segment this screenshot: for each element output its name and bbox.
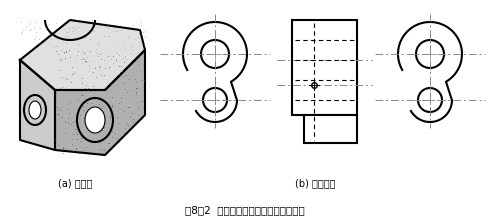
- Text: (a) 直观图: (a) 直观图: [58, 178, 92, 188]
- Polygon shape: [20, 20, 145, 90]
- Polygon shape: [55, 50, 145, 155]
- Ellipse shape: [29, 101, 41, 119]
- Bar: [292, 20, 357, 115]
- Circle shape: [418, 88, 442, 112]
- Text: (b) 基本视图: (b) 基本视图: [295, 178, 335, 188]
- Bar: [304, 115, 357, 143]
- Polygon shape: [183, 22, 247, 122]
- Circle shape: [203, 88, 227, 112]
- Polygon shape: [398, 22, 462, 122]
- Text: 图8－2  基本视图的选用及其虚线的省略: 图8－2 基本视图的选用及其虚线的省略: [185, 205, 305, 215]
- Ellipse shape: [85, 107, 105, 133]
- Circle shape: [201, 40, 229, 68]
- Circle shape: [416, 40, 444, 68]
- Polygon shape: [20, 60, 55, 150]
